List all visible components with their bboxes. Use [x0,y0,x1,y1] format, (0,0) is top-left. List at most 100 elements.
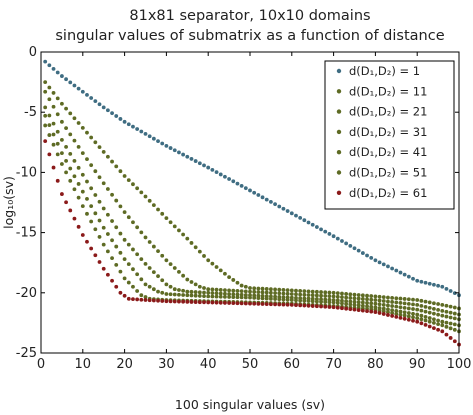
data-point [314,293,319,298]
data-point [131,267,135,272]
data-point [139,190,144,195]
data-point [373,298,378,302]
data-point [394,300,399,305]
data-point [110,219,114,223]
data-point [239,289,244,294]
x-tick-label: 60 [284,357,301,372]
data-point [427,281,432,286]
data-point [214,265,219,269]
data-point [260,286,265,291]
data-point [60,119,64,124]
data-point [323,300,328,304]
data-point [214,294,219,299]
data-point [381,262,386,267]
data-point [68,132,73,137]
data-point [406,297,411,302]
series-0-points [43,59,461,298]
data-point [160,253,165,258]
data-point [193,282,198,287]
data-point [223,174,227,179]
data-point [143,262,148,266]
data-point [427,310,432,315]
data-point [273,297,277,301]
data-point [369,255,374,260]
data-point [147,134,152,139]
data-point [160,299,165,303]
data-point [68,208,73,213]
data-point [160,278,165,283]
data-point [118,117,123,121]
data-point [411,307,415,311]
data-point [360,293,365,298]
data-point [340,291,344,296]
data-point [273,202,277,207]
data-point [118,250,123,255]
chart-title-line: 81x81 separator, 10x10 domains [129,8,370,24]
data-point [235,280,240,285]
data-point [105,108,110,113]
data-point [348,295,353,300]
data-point [126,296,131,301]
data-point [164,292,169,296]
data-point [223,301,227,305]
data-point [452,311,457,316]
data-point [440,319,445,324]
data-point [310,289,315,294]
data-point [80,189,85,194]
data-point [193,293,198,298]
data-point [64,77,68,82]
x-tick-label: 50 [242,357,259,372]
data-point [202,254,206,258]
data-point [85,211,89,216]
data-point [72,187,77,192]
data-point [223,288,227,293]
data-point [227,288,232,293]
data-point [72,216,77,221]
data-point [369,294,374,298]
data-point [331,234,336,239]
data-point [218,291,223,296]
data-point [168,284,173,289]
data-point [432,321,436,325]
data-point [427,305,432,310]
data-point [97,175,102,180]
data-point [114,164,119,169]
data-point [51,165,56,170]
x-tick-label: 30 [158,357,175,372]
data-point [415,302,420,307]
data-point [319,227,323,232]
x-tick-label: 0 [37,357,45,372]
data-point [390,304,395,308]
data-point [314,304,319,309]
data-point [415,312,420,317]
legend-marker [336,150,342,155]
data-point [319,290,323,294]
data-point [386,303,390,308]
data-point [55,70,60,75]
data-point [189,241,194,245]
data-point [452,291,457,296]
data-point [76,165,81,170]
data-point [214,291,219,296]
data-point [101,266,106,271]
data-point [306,293,311,297]
data-point [218,268,223,273]
data-point [402,305,407,310]
data-point [147,266,152,270]
data-point [310,222,315,227]
data-point [260,302,265,306]
data-point [101,105,106,110]
y-axis-tick-labels: 0 -5 -10 -15 -20 -25 [16,45,37,361]
data-point [444,332,449,337]
data-point [386,307,390,312]
legend-label: d(D₁,D₂) = 61 [349,186,427,200]
data-point [377,260,382,265]
data-point [302,292,307,297]
data-point [277,204,282,209]
data-point [156,298,160,303]
data-point [365,301,369,305]
data-point [143,131,148,136]
data-point [365,309,369,314]
data-point [93,169,98,174]
data-point [415,278,420,283]
